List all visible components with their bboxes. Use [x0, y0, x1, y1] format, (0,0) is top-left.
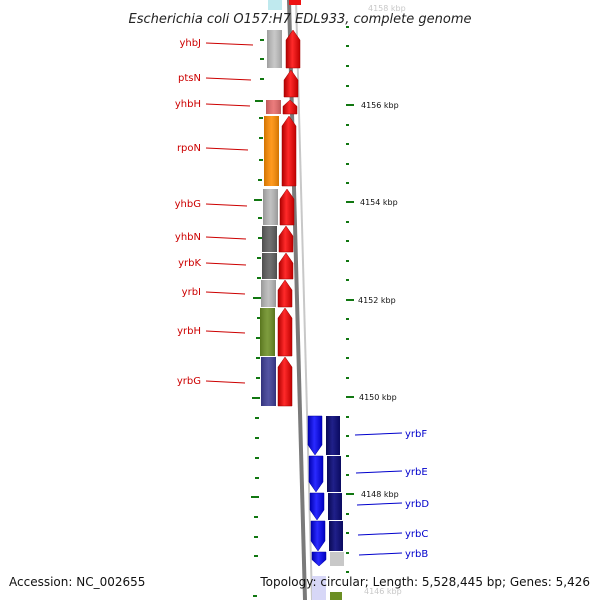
gene-label[interactable]: yhbH: [175, 99, 201, 110]
forward-gene-arrow[interactable]: [277, 279, 293, 308]
forward-gene-arrows: [277, 29, 301, 407]
reverse-gene-arrow[interactable]: [309, 492, 325, 521]
gene-label[interactable]: yrbF: [405, 429, 427, 440]
tick-marks-right: [346, 26, 354, 573]
gene-color-bar-shade: [263, 189, 278, 225]
reverse-gene-arrows: [307, 415, 344, 567]
forward-gene-arrow[interactable]: [281, 115, 297, 187]
gene-color-bar-shade: [264, 116, 279, 186]
forward-gene-arrow[interactable]: [277, 356, 293, 407]
gene-label[interactable]: ptsN: [178, 73, 201, 84]
gene-label[interactable]: yhbN: [175, 232, 201, 243]
gene-leader-line: [205, 77, 252, 81]
gene-color-bar-shade: [260, 308, 275, 356]
forward-gene-arrow[interactable]: [277, 307, 293, 357]
gene-color-bar-shade: [261, 280, 276, 307]
gene-label[interactable]: yhbJ: [179, 38, 201, 49]
gene-color-bar-shade: [262, 226, 277, 252]
gene-leader-line: [205, 147, 249, 151]
genome-title: Escherichia coli O157:H7 EDL933, complet…: [129, 12, 472, 27]
forward-gene-arrow[interactable]: [278, 225, 294, 253]
reverse-gene-arrow[interactable]: [310, 520, 326, 552]
gene-color-bar-shade: [267, 30, 282, 68]
reverse-gene-arrow[interactable]: [308, 455, 324, 493]
gene-label[interactable]: yrbC: [405, 529, 428, 540]
gene-leader-line: [205, 291, 246, 295]
kbp-label: 4154 kbp: [360, 198, 398, 207]
top-cutoff-bar: [268, 0, 282, 10]
genome-backbone: [287, 0, 313, 600]
gene-label[interactable]: yrbE: [405, 467, 428, 478]
gene-leader-line: [205, 330, 246, 334]
gene-leader-line: [357, 532, 403, 536]
forward-gene-arrow[interactable]: [282, 99, 298, 115]
gene-leader-line: [205, 236, 247, 240]
forward-gene-arrow[interactable]: [283, 69, 299, 98]
gene-label[interactable]: yrbD: [405, 499, 429, 510]
gene-leader-line: [205, 42, 254, 46]
kbp-label: 4148 kbp: [361, 490, 399, 499]
gene-leader-line: [358, 552, 403, 556]
kbp-label: 4158 kbp: [368, 4, 406, 13]
forward-gene-arrow[interactable]: [285, 29, 301, 69]
reverse-gene-arrow[interactable]: [307, 415, 323, 456]
gene-label[interactable]: yrbK: [178, 258, 201, 269]
gene-label[interactable]: yhbG: [175, 199, 201, 210]
top-cutoff-arrow: [289, 0, 301, 5]
tick-marks-left: [251, 39, 264, 597]
gene-label[interactable]: yrbI: [182, 287, 201, 298]
gene-color-bar: [328, 493, 342, 520]
gene-label[interactable]: yrbB: [405, 549, 428, 560]
gene-color-bar: [326, 416, 340, 455]
gene-leader-line: [355, 470, 403, 474]
topology-label: Topology: circular; Length: 5,528,445 bp…: [259, 575, 590, 589]
gene-label[interactable]: yrbG: [177, 376, 201, 387]
forward-gene-arrow[interactable]: [278, 252, 294, 280]
gene-leader-line: [205, 262, 247, 266]
gene-label[interactable]: rpoN: [177, 143, 201, 154]
gene-color-bar: [329, 521, 343, 551]
gene-color-bar: [327, 456, 341, 492]
gene-leader-line: [356, 502, 403, 506]
gene-leader-line: [205, 203, 248, 207]
bottom-cutoff-arrow: [312, 576, 326, 600]
kbp-label: 4150 kbp: [359, 393, 397, 402]
gene-color-bar-shade: [266, 100, 281, 114]
accession-label: Accession: NC_002655: [9, 575, 145, 589]
gene-leader-line: [205, 103, 251, 107]
kbp-label: 4146 kbp: [364, 587, 402, 596]
kbp-scale-labels: 4158 kbp 4156 kbp 4154 kbp 4152 kbp 4150 kbp…: [358, 4, 406, 596]
bottom-cutoff-bar: [330, 592, 342, 600]
gene-label[interactable]: yrbH: [177, 326, 201, 337]
kbp-label: 4156 kbp: [361, 101, 399, 110]
forward-gene-color-bars: [260, 30, 282, 406]
kbp-label: 4152 kbp: [358, 296, 396, 305]
reverse-gene-arrow[interactable]: [311, 551, 327, 567]
forward-gene-arrow[interactable]: [279, 188, 295, 226]
forward-gene-labels: yhbJ ptsN yhbH rpoN yhbG yhbN yrbK yrbI yrbH yrbG: [175, 38, 254, 387]
reverse-gene-labels: yrbF yrbE yrbD yrbC yrbB: [354, 429, 429, 560]
gene-leader-line: [205, 380, 246, 384]
gene-color-bar: [330, 552, 344, 566]
gene-leader-line: [354, 432, 403, 436]
gene-color-bar-shade: [262, 253, 277, 279]
gene-color-bar-shade: [261, 357, 276, 406]
